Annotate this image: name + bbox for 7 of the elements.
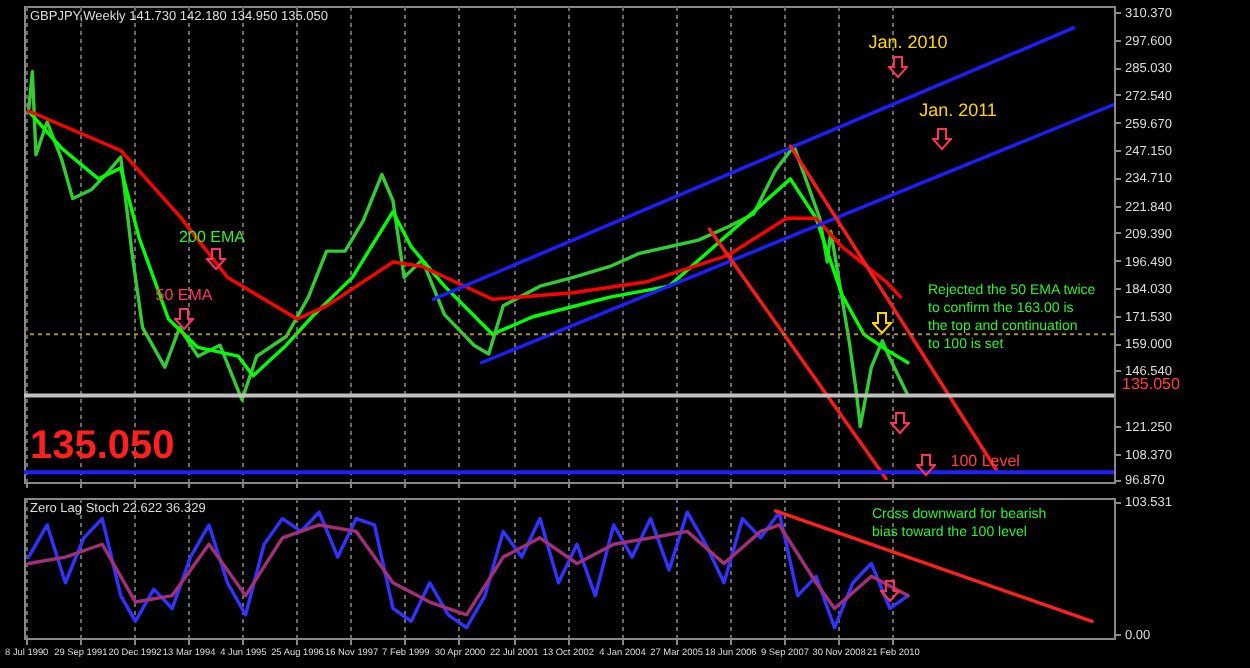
ref-line-label: 135.050 (1122, 375, 1181, 394)
line-series (26, 109, 910, 378)
line-series (26, 109, 903, 321)
annotation: Jan. 2010 (868, 32, 948, 52)
annotation: 135.050 (30, 424, 175, 468)
line-series (26, 69, 910, 428)
annotation: Jan. 2011 (919, 100, 997, 120)
